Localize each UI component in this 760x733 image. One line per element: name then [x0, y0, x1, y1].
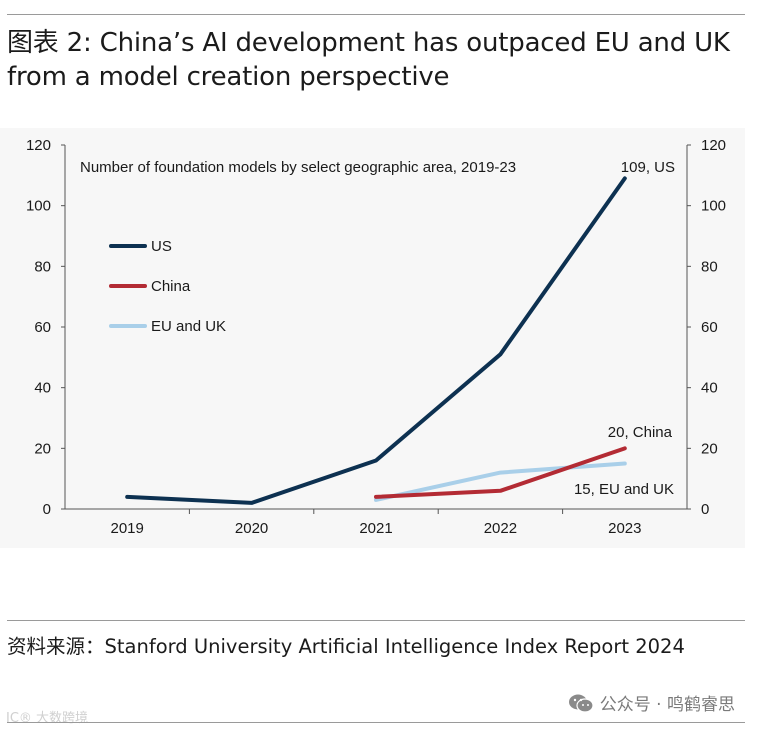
- y-tick-label-right: 20: [701, 440, 718, 457]
- y-tick-label-right: 40: [701, 380, 718, 397]
- legend-label: EU and UK: [151, 318, 226, 335]
- series-line-us: [125, 176, 627, 505]
- y-tick-label-left: 0: [43, 501, 51, 518]
- chart-area: 0 0 20 20 40 40 60 60 80 80 100 100 120 120 2019 2020 20…: [0, 128, 745, 548]
- y-tick-label-left: 40: [34, 380, 51, 397]
- wechat-icon: [568, 694, 594, 713]
- y-tick-label-right: 80: [701, 258, 718, 275]
- y-tick-label-left: 80: [34, 258, 51, 275]
- y-tick-label-left: 120: [26, 137, 51, 154]
- y-tick-label-right: 60: [701, 319, 718, 336]
- y-tick-label-right: 100: [701, 198, 726, 215]
- y-tick-label-left: 60: [34, 319, 51, 336]
- top-rule: [7, 14, 745, 15]
- x-tick-label: 2019: [111, 520, 144, 537]
- watermark: IC® 大数跨境: [6, 711, 89, 726]
- figure-title: 图表 2: China’s AI development has outpace…: [7, 28, 730, 92]
- series-line-eu-and-uk: [374, 461, 627, 502]
- legend-label: US: [151, 238, 172, 255]
- legend-label: China: [151, 278, 191, 295]
- y-tick-label-left: 100: [26, 198, 51, 215]
- y-tick-label-right: 0: [701, 501, 709, 518]
- wechat-account: 公众号 · 鸣鹤睿思: [568, 690, 735, 715]
- x-tick-label: 2022: [484, 520, 517, 537]
- wechat-label: 公众号 · 鸣鹤睿思: [599, 695, 735, 715]
- x-tick-label: 2020: [235, 520, 268, 537]
- chart-title: Number of foundation models by select ge…: [80, 159, 516, 176]
- data-label-china: 20, China: [608, 424, 673, 441]
- x-tick-label: 2021: [359, 520, 392, 537]
- source-rule: [7, 620, 745, 621]
- series-line-china: [374, 446, 627, 499]
- x-tick-label: 2023: [608, 520, 641, 537]
- data-label-eu-and-uk: 15, EU and UK: [574, 481, 674, 498]
- y-tick-label-left: 20: [34, 440, 51, 457]
- bottom-rule: [7, 722, 745, 723]
- y-tick-label-right: 120: [701, 137, 726, 154]
- data-label-us: 109, US: [621, 159, 675, 176]
- source-note: 资料来源：Stanford University Artificial Inte…: [7, 635, 685, 658]
